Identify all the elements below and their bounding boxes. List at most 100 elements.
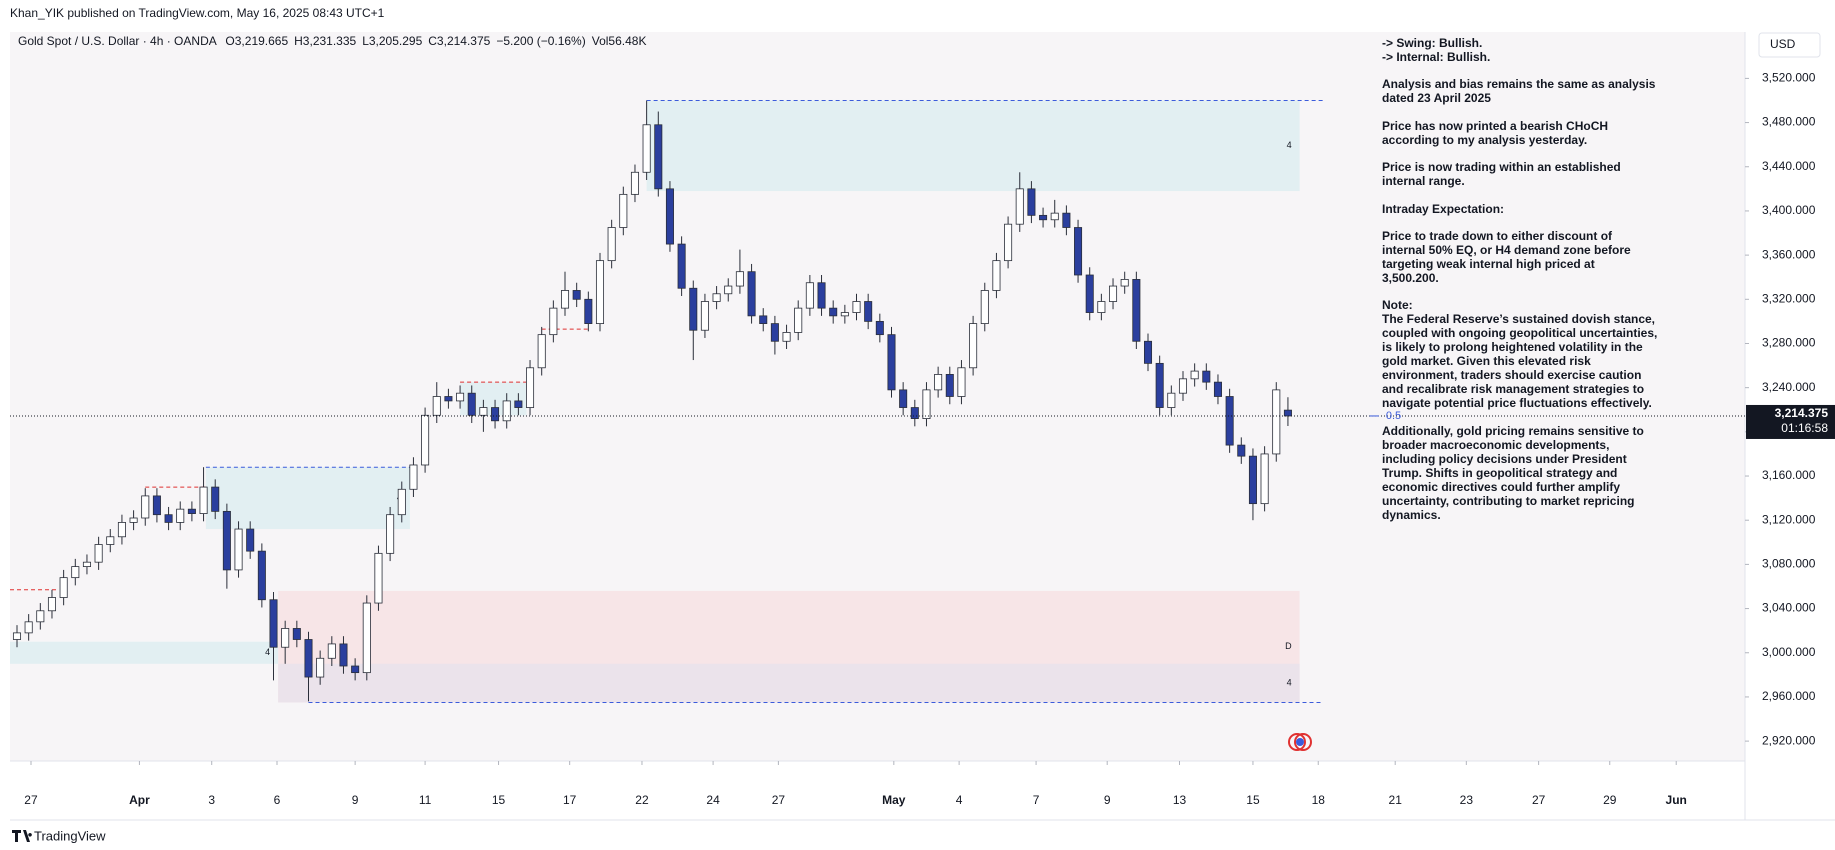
candle-body (700, 301, 709, 331)
candle-body (1120, 279, 1129, 287)
candle-body (1248, 455, 1257, 505)
candle-body (829, 307, 838, 317)
candle-body (397, 488, 406, 516)
legend-symbol: Gold Spot / U.S. Dollar · 4h · OANDA (18, 34, 217, 48)
zone-label: 4 (1287, 140, 1292, 150)
candle-body (864, 301, 873, 322)
x-tick-label: Jun (1666, 793, 1687, 807)
candle-body (1074, 227, 1083, 276)
candle-body (945, 374, 954, 397)
last-price-label: 3,214.375 (1775, 406, 1829, 420)
zone (205, 467, 410, 530)
candle-body (1109, 285, 1118, 302)
note-line: broader macroeconomic developments, (1382, 437, 1610, 452)
brand-name: TradingView (34, 828, 106, 843)
zone-label: D (1285, 641, 1292, 651)
candle-body (234, 528, 243, 571)
candle-body (292, 628, 301, 640)
x-tick-label: 18 (1312, 793, 1326, 807)
candle-body (164, 514, 173, 523)
brand-logo (12, 830, 32, 842)
x-tick-label: 27 (1532, 793, 1546, 807)
note-line: economic directives could further amplif… (1382, 479, 1621, 494)
candle-body (141, 495, 150, 519)
note-paragraph: -> Swing: Bullish. -> Internal: Bullish. (1382, 36, 1727, 64)
candle-body (852, 301, 861, 313)
x-tick-label: Apr (129, 793, 150, 807)
candle-body (584, 298, 593, 324)
x-tick-label: 9 (1104, 793, 1111, 807)
candle-body (1062, 212, 1071, 228)
note-line: -> Swing: Bullish. (1382, 36, 1483, 50)
note-paragraph: Price has now printed a bearish CHoCH acc… (1382, 119, 1727, 147)
candle-body (281, 628, 290, 648)
candle-body (257, 550, 266, 601)
note-line: coupled with ongoing geopolitical uncert… (1382, 326, 1658, 341)
candle-body (537, 334, 546, 369)
candle-body (1039, 214, 1048, 221)
x-tick-label: 11 (419, 793, 432, 807)
candle-body (1225, 396, 1234, 446)
note-line: The Federal Reserve’s sustained dovish s… (1382, 312, 1655, 327)
y-tick-label: 3,040.000 (1762, 601, 1816, 615)
y-tick-label: 3,000.000 (1762, 645, 1816, 659)
note-line: and recalibrate risk management strategi… (1382, 382, 1645, 397)
candle-body (677, 243, 686, 289)
candle-body (386, 514, 395, 554)
zone-label: 4 (1287, 678, 1292, 688)
zone (646, 100, 1300, 192)
y-tick-label: 3,320.000 (1762, 291, 1816, 305)
x-tick-label: 27 (772, 793, 786, 807)
x-tick-label: 17 (563, 793, 577, 807)
candle-body (106, 536, 115, 545)
candle-body (1015, 188, 1024, 225)
legend-item: Vol56.48K (591, 34, 647, 48)
candle-body (502, 400, 511, 422)
x-tick-label: 4 (956, 793, 963, 807)
x-tick-label: 9 (352, 793, 359, 807)
candle-body (689, 287, 698, 331)
candle-body (1178, 378, 1188, 394)
y-tick-label: 3,120.000 (1762, 512, 1816, 526)
candle-body (922, 389, 931, 419)
candle-body (910, 407, 919, 419)
x-tick-label: 24 (706, 793, 720, 807)
candle-body (316, 657, 325, 678)
y-tick-label: 3,240.000 (1762, 380, 1816, 394)
candle-body (887, 334, 896, 391)
note-line: Price to trade down to either discount o… (1382, 228, 1613, 243)
candle-body (351, 665, 360, 674)
y-tick-label: 3,440.000 (1762, 159, 1816, 173)
candle-body (607, 227, 616, 262)
candle-body (129, 517, 138, 523)
x-tick-label: 27 (24, 793, 38, 807)
candle-body (374, 552, 383, 604)
candle-body (1132, 279, 1141, 342)
candle-body (619, 193, 628, 228)
currency: USD (1770, 37, 1796, 51)
note-line: according to my analysis yesterday. (1382, 132, 1588, 147)
candle-body (794, 307, 803, 333)
note-paragraph: Analysis and bias remains the same as an… (1382, 77, 1727, 105)
candles (12, 100, 1292, 702)
note-paragraph: Note: The Federal Reserve’s sustained dov… (1382, 298, 1727, 410)
currency-box[interactable] (1758, 32, 1821, 58)
candle-body (805, 282, 814, 309)
candle-body (899, 389, 908, 408)
legend-item: L3,205.295 (362, 34, 423, 48)
note-line: Additionally, gold pricing remains sensi… (1382, 423, 1644, 438)
candle-body (176, 508, 185, 523)
note-line: Price has now printed a bearish CHoCH (1382, 118, 1609, 133)
candle-body (770, 323, 779, 342)
candle-body (187, 508, 196, 514)
candle-body (444, 396, 453, 402)
candle-body (1143, 340, 1153, 364)
note-line: dynamics. (1382, 507, 1441, 522)
candle-body (782, 332, 791, 342)
candle-body (1085, 274, 1094, 313)
candle-body (514, 400, 523, 408)
x-tick-label: 3 (208, 793, 215, 807)
candle-body (1190, 370, 1199, 380)
